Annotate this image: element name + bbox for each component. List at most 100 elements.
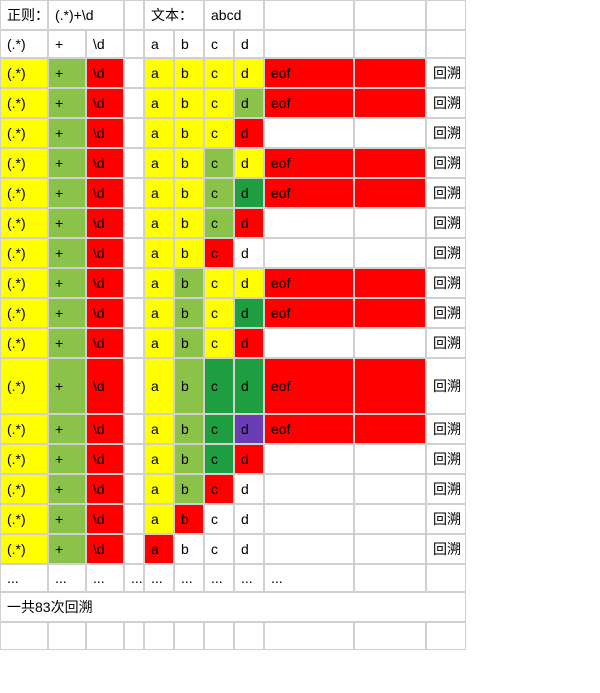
char-cell: b bbox=[174, 298, 204, 328]
eof-cell bbox=[264, 534, 354, 564]
pattern-cell: + bbox=[48, 58, 86, 88]
ellipsis-cell bbox=[354, 564, 426, 592]
char-cell: c bbox=[204, 118, 234, 148]
col-header: c bbox=[204, 30, 234, 58]
backtrack-cell: 回溯 bbox=[426, 118, 466, 148]
char-cell: c bbox=[204, 88, 234, 118]
pattern-cell: (.*) bbox=[0, 148, 48, 178]
backtrack-cell: 回溯 bbox=[426, 504, 466, 534]
char-cell: b bbox=[174, 358, 204, 414]
char-cell: a bbox=[144, 474, 174, 504]
backtrack-cell: 回溯 bbox=[426, 58, 466, 88]
eof-cell bbox=[264, 118, 354, 148]
backtrack-cell: 回溯 bbox=[426, 358, 466, 414]
char-cell: d bbox=[234, 534, 264, 564]
pattern-cell: (.*) bbox=[0, 444, 48, 474]
regex-backtrack-table: 正则：(.*)+\d文本：abcd(.*)+\dabcd(.*)+\dabcde… bbox=[0, 0, 600, 650]
char-cell: b bbox=[174, 444, 204, 474]
pattern-cell: \d bbox=[86, 178, 124, 208]
ellipsis-cell: ... bbox=[234, 564, 264, 592]
col-header: b bbox=[174, 30, 204, 58]
char-cell: a bbox=[144, 504, 174, 534]
char-cell: b bbox=[174, 58, 204, 88]
char-cell: b bbox=[174, 238, 204, 268]
regex-value: (.*)+\d bbox=[48, 0, 124, 30]
backtrack-cell: 回溯 bbox=[426, 148, 466, 178]
text-label: 文本： bbox=[144, 0, 204, 30]
char-cell: d bbox=[234, 474, 264, 504]
pattern-cell: (.*) bbox=[0, 504, 48, 534]
pattern-cell: + bbox=[48, 298, 86, 328]
backtrack-cell: 回溯 bbox=[426, 298, 466, 328]
eof-cell: eof bbox=[264, 58, 354, 88]
char-cell: b bbox=[174, 118, 204, 148]
char-cell: b bbox=[174, 148, 204, 178]
char-cell: a bbox=[144, 358, 174, 414]
pattern-cell: + bbox=[48, 238, 86, 268]
char-cell: b bbox=[174, 328, 204, 358]
char-cell: a bbox=[144, 414, 174, 444]
backtrack-cell: 回溯 bbox=[426, 268, 466, 298]
char-cell: a bbox=[144, 178, 174, 208]
char-cell: b bbox=[174, 88, 204, 118]
pattern-cell: + bbox=[48, 88, 86, 118]
char-cell: a bbox=[144, 298, 174, 328]
pattern-cell: (.*) bbox=[0, 58, 48, 88]
char-cell: a bbox=[144, 268, 174, 298]
ellipsis-cell: ... bbox=[86, 564, 124, 592]
col-header: d bbox=[234, 30, 264, 58]
pattern-cell: + bbox=[48, 148, 86, 178]
eof-cell: eof bbox=[264, 88, 354, 118]
pattern-cell: \d bbox=[86, 474, 124, 504]
char-cell: c bbox=[204, 298, 234, 328]
pattern-cell: \d bbox=[86, 328, 124, 358]
pattern-cell: \d bbox=[86, 268, 124, 298]
eof-cell: eof bbox=[264, 358, 354, 414]
backtrack-cell: 回溯 bbox=[426, 178, 466, 208]
pattern-cell: + bbox=[48, 328, 86, 358]
char-cell: b bbox=[174, 178, 204, 208]
char-cell: c bbox=[204, 534, 234, 564]
pattern-cell: + bbox=[48, 444, 86, 474]
ellipsis-cell: ... bbox=[174, 564, 204, 592]
backtrack-cell: 回溯 bbox=[426, 208, 466, 238]
char-cell: c bbox=[204, 178, 234, 208]
char-cell: d bbox=[234, 298, 264, 328]
backtrack-cell: 回溯 bbox=[426, 534, 466, 564]
pattern-cell: + bbox=[48, 414, 86, 444]
pattern-cell: (.*) bbox=[0, 298, 48, 328]
backtrack-cell: 回溯 bbox=[426, 474, 466, 504]
ellipsis-cell bbox=[426, 564, 466, 592]
char-cell: a bbox=[144, 534, 174, 564]
backtrack-cell: 回溯 bbox=[426, 88, 466, 118]
char-cell: b bbox=[174, 534, 204, 564]
char-cell: d bbox=[234, 444, 264, 474]
col-header: + bbox=[48, 30, 86, 58]
char-cell: a bbox=[144, 118, 174, 148]
char-cell: a bbox=[144, 444, 174, 474]
pattern-cell: + bbox=[48, 474, 86, 504]
char-cell: b bbox=[174, 208, 204, 238]
pattern-cell: \d bbox=[86, 414, 124, 444]
char-cell: d bbox=[234, 268, 264, 298]
char-cell: d bbox=[234, 178, 264, 208]
char-cell: c bbox=[204, 414, 234, 444]
char-cell: d bbox=[234, 58, 264, 88]
char-cell: d bbox=[234, 148, 264, 178]
col-header: (.*) bbox=[0, 30, 48, 58]
char-cell: d bbox=[234, 504, 264, 534]
eof-cell bbox=[264, 504, 354, 534]
char-cell: c bbox=[204, 208, 234, 238]
pattern-cell: \d bbox=[86, 298, 124, 328]
char-cell: a bbox=[144, 58, 174, 88]
eof-cell bbox=[264, 238, 354, 268]
pattern-cell: + bbox=[48, 268, 86, 298]
col-header: \d bbox=[86, 30, 124, 58]
eof-cell: eof bbox=[264, 178, 354, 208]
pattern-cell: \d bbox=[86, 208, 124, 238]
pattern-cell: (.*) bbox=[0, 414, 48, 444]
char-cell: d bbox=[234, 238, 264, 268]
pattern-cell: + bbox=[48, 358, 86, 414]
char-cell: d bbox=[234, 358, 264, 414]
char-cell: a bbox=[144, 238, 174, 268]
